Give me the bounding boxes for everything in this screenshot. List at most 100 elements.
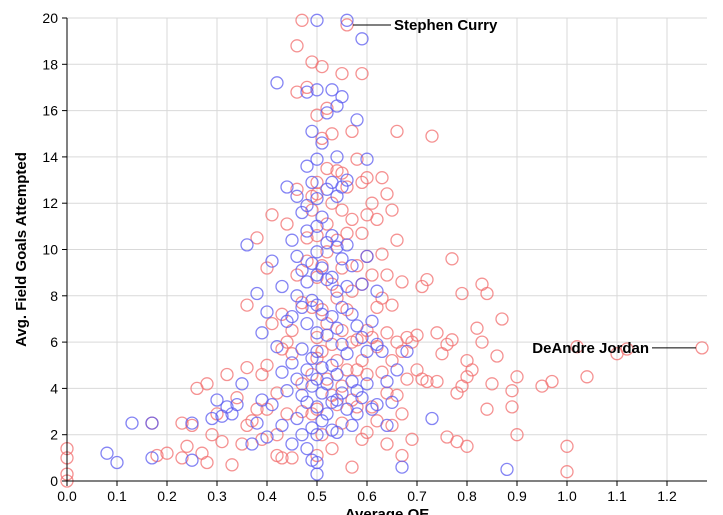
data-point-blue (360, 152, 374, 166)
data-point-red (315, 344, 329, 359)
data-point-blue (300, 275, 314, 289)
data-point-red (255, 367, 269, 382)
data-point-blue (340, 279, 354, 294)
data-point-blue (310, 400, 324, 414)
data-point-red (375, 171, 389, 185)
data-point-red (410, 328, 424, 342)
data-point-blue (395, 460, 409, 474)
data-point-blue (285, 233, 299, 247)
data-point-red (385, 418, 399, 433)
y-tick-label: 2 (50, 427, 58, 443)
data-point-blue (260, 430, 274, 444)
data-point-red (355, 432, 369, 446)
data-point-red (335, 261, 349, 275)
data-point-red (465, 363, 479, 377)
data-point-red (620, 342, 634, 356)
data-point-blue (300, 85, 314, 99)
data-point-blue (370, 397, 384, 412)
data-point-red (390, 233, 404, 247)
data-point-red (570, 340, 584, 354)
data-point-red (415, 279, 429, 294)
data-point-blue (400, 344, 414, 359)
y-tick-label: 12 (42, 195, 58, 211)
data-point-red (355, 226, 369, 240)
data-point-blue (355, 32, 369, 46)
data-point-red (445, 333, 459, 347)
data-point-blue (275, 365, 289, 379)
data-point-blue (380, 418, 394, 433)
data-point-red (265, 208, 279, 222)
data-point-red (695, 341, 709, 355)
data-point-blue (310, 152, 324, 166)
data-point-blue (230, 397, 244, 412)
data-point-blue (385, 395, 399, 409)
data-point-blue (310, 467, 324, 481)
data-point-blue (360, 344, 374, 359)
data-point-blue (305, 351, 319, 365)
y-tick-label: 10 (42, 242, 58, 258)
data-point-blue (340, 347, 354, 361)
data-point-blue (205, 411, 219, 426)
data-point-red (450, 386, 464, 400)
data-point-blue (355, 391, 369, 405)
data-point-blue (340, 173, 354, 187)
data-point-blue (290, 372, 304, 386)
data-point-red (420, 272, 434, 287)
data-point-red (345, 212, 359, 227)
x-axis-title: Average OE (345, 506, 430, 515)
x-tick-label: 0.3 (207, 488, 227, 504)
data-point-blue (335, 180, 349, 194)
data-point-blue (300, 159, 314, 173)
data-point-blue (185, 416, 199, 430)
x-tick-label: 0.7 (407, 488, 427, 504)
data-point-blue (365, 314, 379, 328)
data-point-red (365, 268, 379, 282)
data-point-red (445, 252, 459, 266)
data-point-red (175, 451, 189, 465)
data-point-red (310, 108, 324, 122)
data-point-blue (330, 240, 344, 254)
data-point-red (180, 439, 194, 453)
data-point-blue (315, 307, 329, 321)
data-point-blue (270, 340, 284, 354)
data-point-red (395, 275, 409, 289)
data-point-red (260, 261, 274, 275)
data-point-blue (145, 416, 159, 430)
data-point-blue (260, 305, 274, 319)
data-point-blue (375, 344, 389, 359)
data-point-blue (335, 90, 349, 104)
x-tick-label: 0.8 (457, 488, 477, 504)
data-point-blue (300, 441, 314, 456)
data-point-red (440, 337, 454, 352)
data-point-blue (320, 407, 334, 421)
data-point-blue (100, 446, 114, 460)
data-point-red (355, 175, 369, 190)
series-blue (100, 13, 514, 481)
annotation-label: Stephen Curry (394, 17, 498, 34)
data-point-blue (345, 259, 359, 273)
data-point-blue (330, 367, 344, 382)
data-point-blue (280, 180, 294, 194)
data-point-red (430, 326, 444, 340)
data-point-red (380, 187, 394, 201)
y-tick-labels: 0 2 4 6 8 10 12 14 16 18 20 (42, 10, 67, 489)
data-point-blue (305, 293, 319, 308)
data-point-blue (330, 425, 344, 440)
data-point-blue (235, 377, 249, 391)
data-point-blue (145, 451, 159, 465)
data-point-red (295, 13, 309, 27)
data-point-blue (345, 374, 359, 389)
annotation-label: DeAndre Jordan (532, 340, 649, 357)
data-point-red (235, 437, 249, 451)
data-point-blue (325, 270, 339, 284)
data-point-red (390, 124, 404, 139)
data-point-red (275, 451, 289, 465)
data-point-blue (425, 411, 439, 426)
data-point-red (325, 441, 339, 456)
data-point-blue (300, 363, 314, 377)
data-point-red (175, 416, 189, 430)
data-point-red (330, 291, 344, 305)
data-point-red (360, 171, 374, 185)
data-point-red (370, 300, 384, 315)
data-point-red (200, 455, 214, 470)
